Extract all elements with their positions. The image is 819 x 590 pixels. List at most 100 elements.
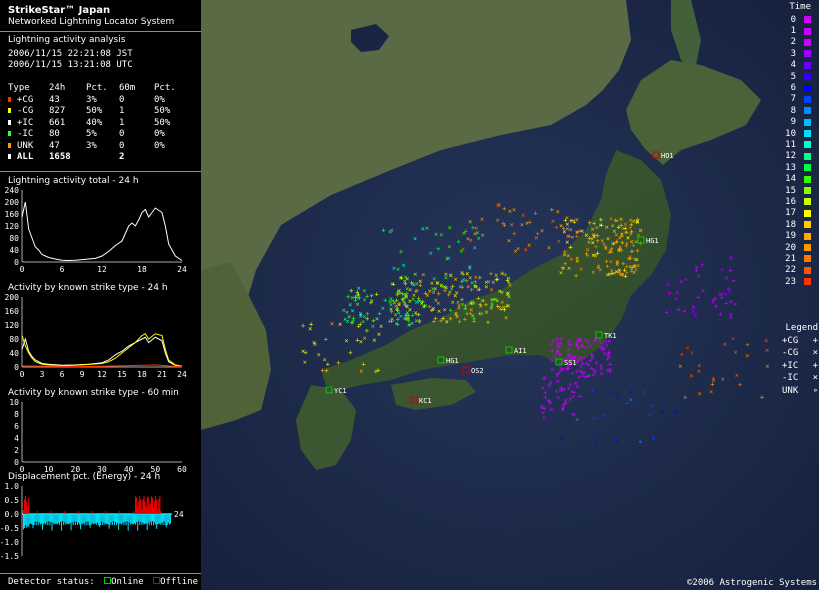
time-legend-label: 16 bbox=[785, 196, 796, 207]
y-tick-label: 120 bbox=[5, 222, 20, 231]
lightning-map[interactable]: × + + + × × × × × × × × × × × × + + × × + × × + + × × × + + + + × + + × + + × +… bbox=[201, 0, 819, 590]
table-row: +IC 661 40% 1 50% bbox=[8, 118, 184, 130]
strike-marker: + bbox=[543, 394, 547, 402]
strike-marker: × bbox=[362, 296, 366, 304]
strike-marker: × bbox=[547, 244, 551, 252]
strike-marker: × bbox=[543, 374, 547, 382]
strike-marker: × bbox=[617, 267, 621, 275]
neg-bar bbox=[112, 514, 114, 522]
strike-marker: × bbox=[362, 287, 366, 295]
divider bbox=[0, 171, 201, 172]
pos-bar bbox=[159, 496, 161, 514]
strike-marker: × bbox=[618, 243, 622, 251]
strike-marker: × bbox=[498, 288, 502, 296]
pos-bar bbox=[158, 498, 160, 514]
strike-marker: + bbox=[396, 321, 400, 329]
strike-marker: × bbox=[607, 271, 611, 279]
time-legend-entry: 23 bbox=[778, 276, 811, 287]
station-label: HG1 bbox=[646, 237, 659, 245]
strike-marker: × bbox=[410, 280, 414, 288]
strike-marker: + bbox=[490, 296, 494, 304]
strike-marker: + bbox=[720, 294, 724, 302]
strike-marker: × bbox=[575, 216, 579, 224]
station-box bbox=[410, 396, 418, 404]
strike-marker: × bbox=[371, 322, 375, 330]
swatch-mark bbox=[8, 131, 11, 136]
strike-marker: + bbox=[724, 299, 728, 307]
pos-bar bbox=[145, 506, 147, 514]
neg-bar bbox=[129, 514, 131, 525]
strike-marker: × bbox=[473, 283, 477, 291]
strike-marker: + bbox=[555, 349, 559, 357]
strike-marker: + bbox=[584, 336, 588, 344]
strike-marker: × bbox=[429, 250, 433, 258]
strike-marker: + bbox=[361, 360, 365, 368]
strike-marker: × bbox=[592, 233, 596, 241]
y-tick-label: 160 bbox=[5, 307, 20, 316]
neg-bar bbox=[149, 514, 151, 522]
pos-bar bbox=[64, 511, 66, 514]
strike-marker: + bbox=[451, 283, 455, 291]
pos-bar bbox=[157, 508, 159, 514]
strike-marker: + bbox=[496, 302, 500, 310]
time-legend-label: 8 bbox=[790, 105, 796, 116]
strike-marker: × bbox=[456, 299, 460, 307]
strike-marker: × bbox=[608, 247, 612, 255]
strike-marker: × bbox=[729, 298, 733, 306]
neg-bar bbox=[66, 514, 68, 524]
strike-marker: × bbox=[555, 372, 559, 380]
strike-marker: + bbox=[592, 219, 596, 227]
time-legend-swatch bbox=[804, 73, 811, 81]
strike-marker: + bbox=[528, 218, 532, 226]
pos-bar bbox=[140, 499, 142, 514]
strike-marker: × bbox=[572, 356, 576, 364]
cell-24h: 1658 bbox=[49, 152, 71, 162]
satellite-map[interactable]: ×+++××××××××××××++××+××++×××++++×++×++ ×+… bbox=[201, 0, 819, 590]
strike-marker: × bbox=[377, 331, 381, 339]
time-legend-swatch bbox=[804, 278, 811, 286]
chart-displacement: 1.0 0.5 0.0 -0.5 -1.0 -1.5 24 bbox=[0, 482, 184, 561]
neg-bar bbox=[141, 514, 143, 525]
neg-bar bbox=[87, 514, 89, 522]
strike-marker: × bbox=[474, 274, 478, 282]
strike-marker: + bbox=[621, 260, 625, 268]
strike-marker: + bbox=[326, 360, 330, 368]
pos-bar bbox=[143, 495, 145, 514]
strike-marker: + bbox=[625, 269, 629, 277]
strike-marker: + bbox=[399, 248, 403, 256]
strike-marker: + bbox=[718, 310, 722, 318]
strike-marker: × bbox=[731, 335, 735, 343]
strike-marker: × bbox=[570, 233, 574, 241]
strike-marker: × bbox=[424, 302, 428, 310]
strike-marker: × bbox=[549, 341, 553, 349]
strike-marker: + bbox=[408, 321, 412, 329]
neg-bar bbox=[154, 514, 156, 523]
strike-marker: × bbox=[460, 269, 464, 277]
strike-marker: × bbox=[629, 396, 633, 404]
strike-marker: × bbox=[614, 231, 618, 239]
neg-bar bbox=[97, 514, 98, 523]
strike-marker: × bbox=[620, 231, 624, 239]
strike-marker: + bbox=[301, 322, 305, 330]
x-tick-label: 21 bbox=[157, 370, 167, 379]
strike-marker: × bbox=[465, 270, 469, 278]
strike-marker: + bbox=[635, 247, 639, 255]
strike-marker: × bbox=[521, 212, 525, 220]
strike-marker: × bbox=[566, 252, 570, 260]
strike-marker: + bbox=[558, 360, 562, 368]
strike-marker: × bbox=[588, 342, 592, 350]
strike-marker: + bbox=[395, 306, 399, 314]
kyushu-island bbox=[296, 385, 356, 470]
strike-marker: × bbox=[534, 234, 538, 242]
x-tick-label: 15 bbox=[117, 370, 127, 379]
strike-marker: × bbox=[405, 303, 409, 311]
strike-marker: × bbox=[439, 231, 443, 239]
neg-bar bbox=[25, 514, 27, 525]
strike-marker: × bbox=[689, 372, 693, 380]
strike-marker: + bbox=[478, 301, 482, 309]
time-legend: Time 0 1 2 3 4 5 6 7 8 9 10 11 12 13 14 15 16 17 18 19 20 21 2… bbox=[778, 2, 811, 287]
strike-marker: + bbox=[728, 267, 732, 275]
cell-24h: 827 bbox=[49, 106, 66, 116]
strike-marker: + bbox=[418, 281, 422, 289]
